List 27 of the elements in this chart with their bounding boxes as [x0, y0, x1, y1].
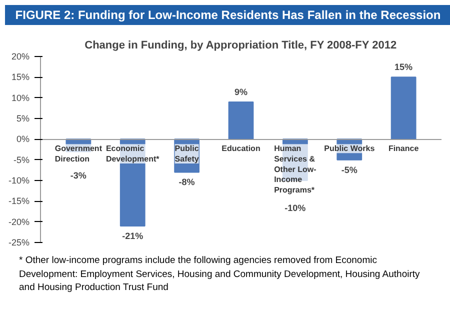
x-tick-label: Education — [222, 144, 260, 154]
y-tick-label: -10% — [8, 176, 30, 186]
text: * Other low-income programs include the following agencies removed from Economic Development: Employment Services, Housing and Community Development, Housing Authoirty and Housing Production Trust Fund — [19, 254, 421, 295]
x-tick-label: Human Services & Other Low-Income Programs* — [274, 144, 317, 195]
data-label: -10% — [284, 202, 306, 213]
data-label: 15% — [394, 62, 413, 72]
y-tick-label: -25% — [8, 238, 30, 248]
data-label: -8% — [178, 177, 195, 188]
data-label: -5% — [341, 164, 358, 175]
chart-subtitle: Change in Funding, by Appropriation Title, FY 2008-FY 2012 — [84, 40, 397, 52]
x-tick-label: Government Direction — [54, 144, 102, 164]
data-label: -21% — [122, 230, 144, 241]
x-tick-label: Public Safety — [174, 144, 200, 164]
chart-title: FIGURE 2: Funding for Low-Income Residents Has Fallen in the Recession — [15, 7, 441, 24]
y-tick-label: -5% — [13, 154, 30, 165]
x-tick-label: Finance — [388, 144, 420, 154]
y-tick-label: 15% — [11, 72, 30, 82]
x-tick-label: Economic Development* — [106, 144, 160, 164]
data-label: -3% — [70, 170, 86, 181]
data-label: 9% — [234, 86, 248, 97]
x-tick-label: Public Works — [324, 144, 376, 154]
y-tick-label: -15% — [8, 196, 30, 206]
y-tick-label: 0% — [16, 134, 30, 144]
y-tick-label: 5% — [16, 114, 30, 124]
y-tick-label: 20% — [11, 52, 30, 62]
y-tick-label: 10% — [11, 92, 30, 103]
y-tick-label: -20% — [8, 216, 30, 227]
